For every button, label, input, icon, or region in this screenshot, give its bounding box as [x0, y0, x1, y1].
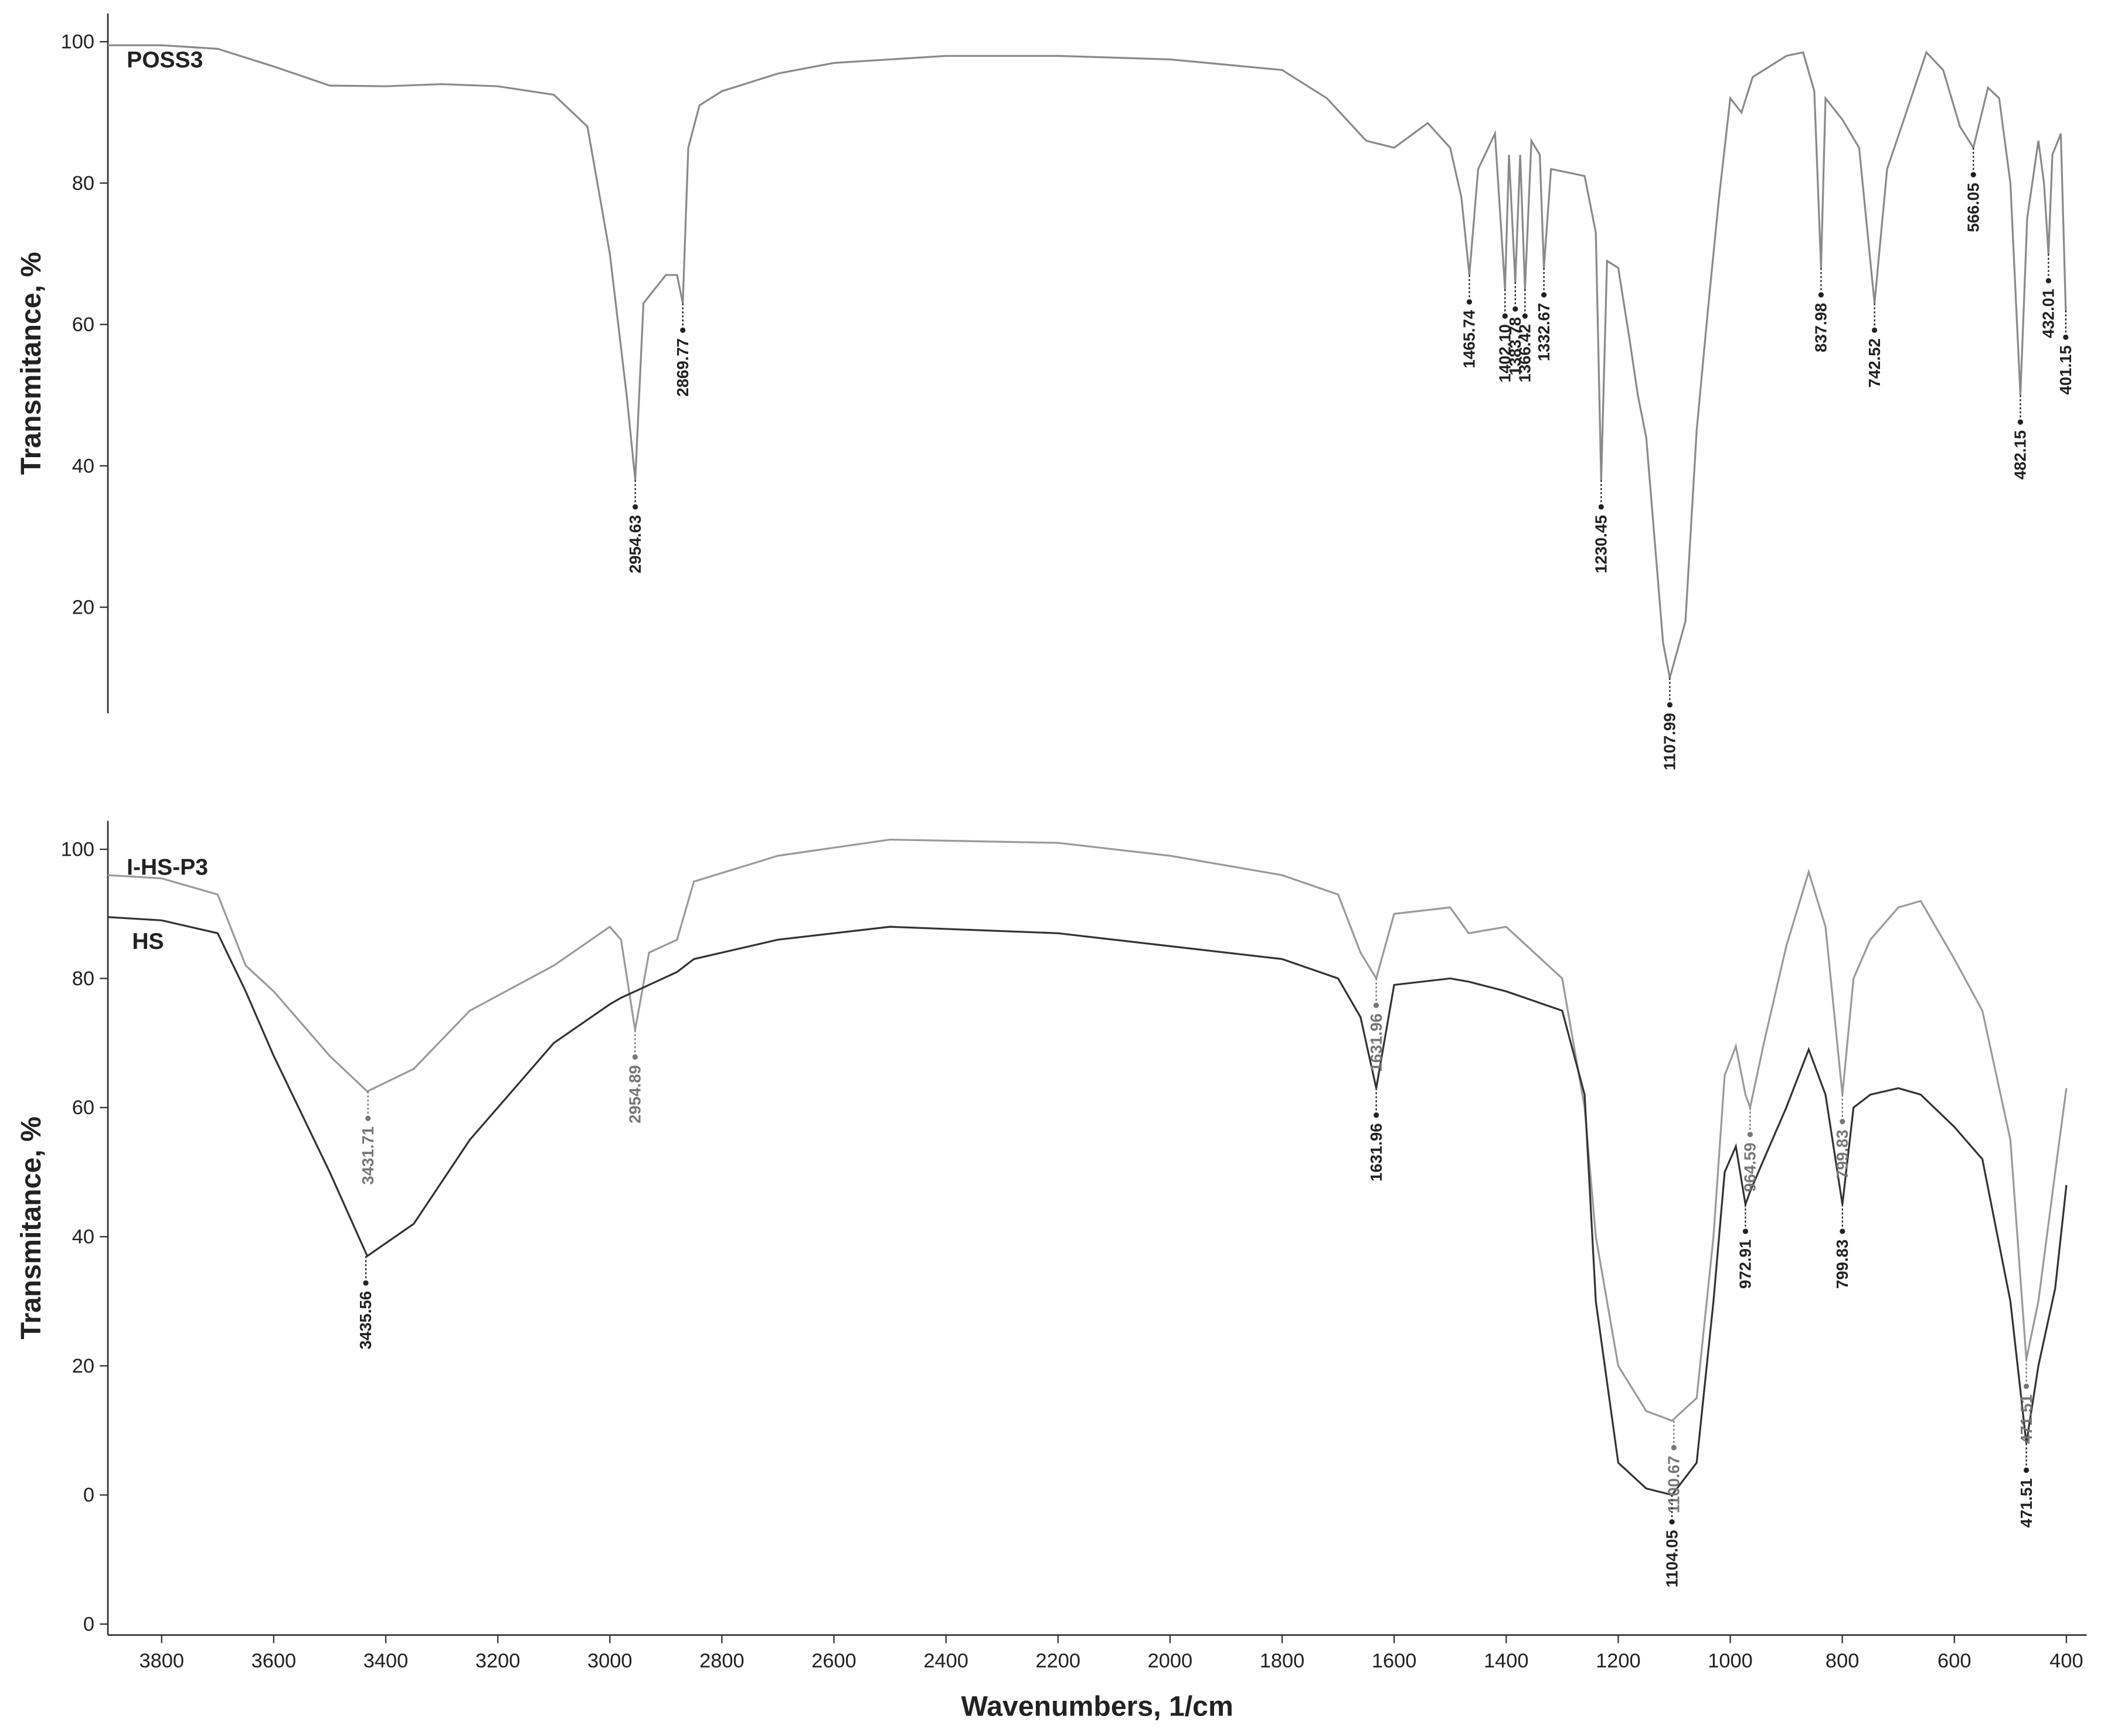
x-tick-label: 1400 [1484, 1650, 1529, 1672]
annotation-label: 799.83 [1833, 1240, 1851, 1289]
annotation-dot [2063, 334, 2069, 341]
annotation-label: 482.15 [2011, 430, 2030, 479]
annotation-dot [1840, 1228, 1845, 1234]
x-tick-label: 400 [2049, 1650, 2083, 1672]
annotation-label: 1230.45 [1592, 515, 1610, 574]
annotation-label: 471.51 [2017, 1394, 2035, 1444]
annotation-label: 1100.67 [1665, 1456, 1683, 1513]
annotation-dot [1374, 1112, 1379, 1118]
annotation-label: 2869.77 [674, 338, 692, 397]
annotation-label: 401.15 [2056, 345, 2075, 394]
x-tick-label: 3600 [251, 1650, 297, 1672]
annotation-label: 432.01 [2039, 289, 2058, 338]
annotation-dot [632, 1054, 638, 1060]
annotation-label: 2954.89 [626, 1065, 644, 1124]
annotation-label: 2954.63 [626, 515, 644, 574]
x-tick-label: 3400 [363, 1650, 409, 1672]
annotation-dot [1818, 292, 1824, 298]
x-tick-label: 1800 [1260, 1650, 1305, 1672]
annotation-dot [1667, 702, 1673, 708]
x-tick-label: 2000 [1148, 1650, 1193, 1672]
x-tick-label: 3200 [475, 1650, 521, 1672]
annotation-label: 1631.96 [1367, 1013, 1385, 1072]
y-tick-label: 100 [61, 839, 94, 861]
series-line [108, 44, 2067, 679]
x-tick-label: 1200 [1596, 1650, 1641, 1672]
y-axis-label: Transmitance, % [15, 252, 47, 475]
annotation-dot [1671, 1445, 1677, 1451]
x-tick-label: 2400 [923, 1650, 968, 1672]
y-tick-label: 60 [72, 314, 94, 336]
x-tick-label: 1000 [1708, 1650, 1753, 1672]
annotation-dot [2045, 278, 2051, 284]
annotation-label: 1104.05 [1663, 1530, 1681, 1587]
annotation-dot [2023, 1467, 2030, 1473]
annotation-dot [1512, 306, 1518, 312]
x-tick-label: 600 [1937, 1650, 1971, 1672]
annotation-dot [1522, 313, 1528, 319]
annotation-dot [363, 1280, 369, 1286]
y-axis-label: Transmitance, % [15, 1117, 47, 1339]
annotation-dot [1541, 292, 1547, 298]
x-axis-label: Wavenumbers, 1/cm [961, 1691, 1233, 1723]
y-tick-label: 100 [61, 31, 94, 53]
y-tick-label: 20 [72, 1355, 94, 1377]
annotation-dot [1970, 172, 1976, 178]
series-label: I-HS-P3 [127, 855, 208, 880]
annotation-label: 471.51 [2017, 1478, 2035, 1527]
annotation-label: 1465.74 [1460, 309, 1478, 368]
y-tick-label: 40 [72, 1226, 94, 1248]
annotation-label: 837.98 [1812, 303, 1830, 352]
annotation-label: 964.59 [1741, 1142, 1759, 1192]
y-tick-label: 0 [83, 1614, 94, 1636]
annotation-dot [1872, 327, 1878, 333]
x-tick-label: 2600 [811, 1650, 856, 1672]
annotation-label: 1332.67 [1535, 303, 1553, 362]
annotation-dot [365, 1115, 371, 1121]
annotation-dot [1598, 504, 1604, 510]
series-line [107, 838, 2068, 1422]
annotation-dot [1840, 1119, 1845, 1125]
x-tick-label: 3800 [139, 1650, 184, 1672]
y-tick-label: 60 [72, 1097, 94, 1119]
annotation-dot [633, 504, 638, 510]
annotation-label: 1366.42 [1516, 324, 1534, 383]
x-tick-label: 1600 [1372, 1650, 1417, 1672]
x-tick-label: 3000 [587, 1650, 633, 1672]
annotation-label: 3435.56 [356, 1291, 375, 1350]
annotation-dot [2017, 419, 2024, 425]
annotation-dot [1747, 1132, 1753, 1138]
annotation-label: 1631.96 [1367, 1123, 1385, 1182]
x-tick-label: 800 [1826, 1650, 1859, 1672]
y-tick-label: 20 [72, 597, 94, 619]
annotation-label: 1383.78 [1506, 317, 1524, 376]
annotation-dot [680, 327, 686, 333]
x-tick-label: 2200 [1035, 1650, 1080, 1672]
annotation-dot [1466, 299, 1473, 305]
annotation-label: 1107.99 [1661, 713, 1679, 770]
annotation-label: 742.52 [1865, 338, 1884, 387]
y-tick-label: 80 [72, 172, 94, 195]
annotation-dot [1374, 1002, 1379, 1008]
y-tick-label: 0 [83, 1484, 94, 1506]
series-label: HS [132, 929, 164, 954]
series-label: POSS3 [127, 47, 203, 73]
series-line [107, 916, 2068, 1496]
y-tick-label: 40 [72, 455, 94, 477]
annotation-label: 1402.10 [1495, 324, 1514, 383]
annotation-dot [1502, 313, 1508, 319]
annotation-label: 972.91 [1736, 1240, 1755, 1289]
annotation-label: 566.05 [1964, 183, 1982, 232]
annotation-dot [2023, 1383, 2030, 1389]
x-tick-label: 2800 [699, 1650, 745, 1672]
y-tick-label: 80 [72, 968, 94, 990]
annotation-dot [1669, 1519, 1675, 1525]
annotation-label: 3431.71 [359, 1126, 377, 1185]
annotation-dot [1742, 1228, 1749, 1234]
annotation-label: 799.83 [1833, 1129, 1851, 1179]
